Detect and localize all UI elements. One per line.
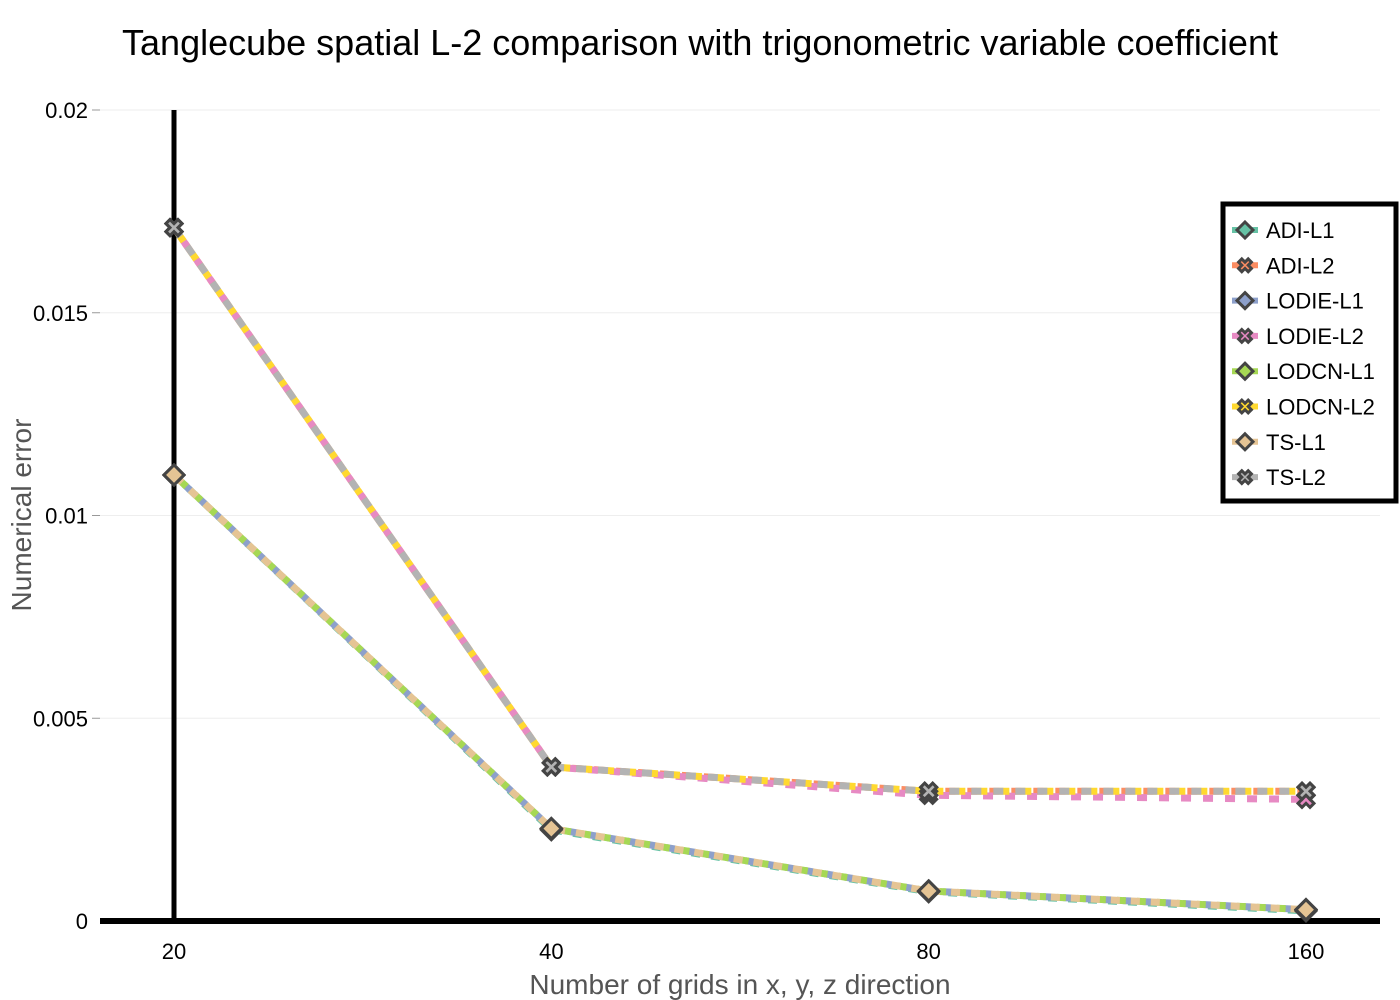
x-axis-title: Number of grids in x, y, z direction xyxy=(529,969,950,1000)
diamond-marker xyxy=(1234,290,1256,311)
diamond-marker xyxy=(1293,897,1319,922)
diamond-marker xyxy=(916,878,941,904)
markers-ts-l2 xyxy=(163,217,1317,802)
x-marker xyxy=(1295,781,1317,802)
chart-title: Tanglecube spatial L-2 comparison with t… xyxy=(122,22,1278,63)
legend-label: LODIE-L2 xyxy=(1266,324,1364,349)
series-line xyxy=(171,225,1307,803)
legend-item: ADI-L2 xyxy=(1232,253,1334,278)
x-marker xyxy=(918,781,939,802)
diamond-marker xyxy=(1234,219,1256,241)
legend-item: TS-L1 xyxy=(1232,430,1326,455)
legend: ADI-L1 ADI-L2 LODIE-L1 LODIE-L2 LODCN-L1 LODC… xyxy=(1220,201,1399,504)
legend-box xyxy=(1220,201,1399,504)
legend-label: LODCN-L2 xyxy=(1266,395,1375,420)
diamond-marker xyxy=(539,816,564,841)
series-line xyxy=(171,225,1306,795)
y-axis-ticks: 0 0.005 0.01 0.015 0.02 xyxy=(33,98,100,934)
y-tick-label: 0.015 xyxy=(33,301,88,326)
markers-adi-l2 xyxy=(163,217,1317,802)
y-tick-label: 0.02 xyxy=(45,98,88,123)
legend-item: LODIE-L1 xyxy=(1232,289,1364,314)
series-lodie-l2 xyxy=(171,225,1307,803)
x-marker xyxy=(163,217,185,238)
diamond-marker xyxy=(1234,431,1256,452)
series-group xyxy=(161,217,1319,923)
legend-label: ADI-L2 xyxy=(1266,253,1334,278)
series-lodie-l1 xyxy=(171,472,1307,914)
markers-lodcn-l2 xyxy=(163,217,1317,802)
legend-label: ADI-L1 xyxy=(1266,218,1334,243)
legend-label: LODIE-L1 xyxy=(1266,289,1364,314)
markers-lodie-l1 xyxy=(161,462,1319,922)
x-marker xyxy=(541,756,562,778)
x-axis-ticks: 20 40 80 160 xyxy=(162,939,1325,964)
y-axis-title: Numerical error xyxy=(6,419,37,612)
y-tick-label: 0 xyxy=(76,909,88,934)
legend-item: LODCN-L1 xyxy=(1232,359,1375,384)
series-lodcn-l1 xyxy=(171,472,1307,914)
series-line xyxy=(171,472,1307,914)
legend-item: LODCN-L2 xyxy=(1232,395,1375,420)
series-adi-l2 xyxy=(171,225,1306,795)
series-line xyxy=(171,225,1306,795)
series-ts-l2 xyxy=(171,225,1306,795)
y-tick-label: 0.005 xyxy=(33,706,88,731)
y-tick-label: 0.01 xyxy=(45,504,88,529)
legend-label: LODCN-L1 xyxy=(1266,359,1375,384)
series-line xyxy=(171,472,1307,914)
x-tick-label: 40 xyxy=(539,939,563,964)
markers-lodcn-l1 xyxy=(161,462,1319,922)
series-ts-l1 xyxy=(171,472,1307,914)
markers-ts-l1 xyxy=(161,462,1319,922)
diamond-marker xyxy=(1234,361,1256,382)
legend-item: ADI-L1 xyxy=(1232,218,1334,243)
grid-lines xyxy=(100,109,1380,719)
series-adi-l1 xyxy=(171,472,1307,915)
x-marker xyxy=(1236,468,1254,486)
series-line xyxy=(171,472,1307,915)
legend-item: LODIE-L2 xyxy=(1232,324,1364,349)
legend-item: TS-L2 xyxy=(1232,465,1326,490)
legend-label: TS-L2 xyxy=(1266,465,1326,490)
series-lodcn-l2 xyxy=(171,225,1306,795)
series-line xyxy=(171,225,1306,795)
x-tick-label: 20 xyxy=(162,939,186,964)
markers-lodie-l2 xyxy=(163,217,1317,810)
markers-adi-l1 xyxy=(161,462,1319,923)
series-line xyxy=(171,472,1307,914)
x-marker xyxy=(1236,327,1254,345)
legend-label: TS-L1 xyxy=(1266,430,1326,455)
diamond-marker xyxy=(161,462,187,488)
x-tick-label: 160 xyxy=(1288,939,1325,964)
x-tick-label: 80 xyxy=(916,939,940,964)
x-marker xyxy=(1236,397,1254,416)
x-marker xyxy=(1236,256,1254,274)
